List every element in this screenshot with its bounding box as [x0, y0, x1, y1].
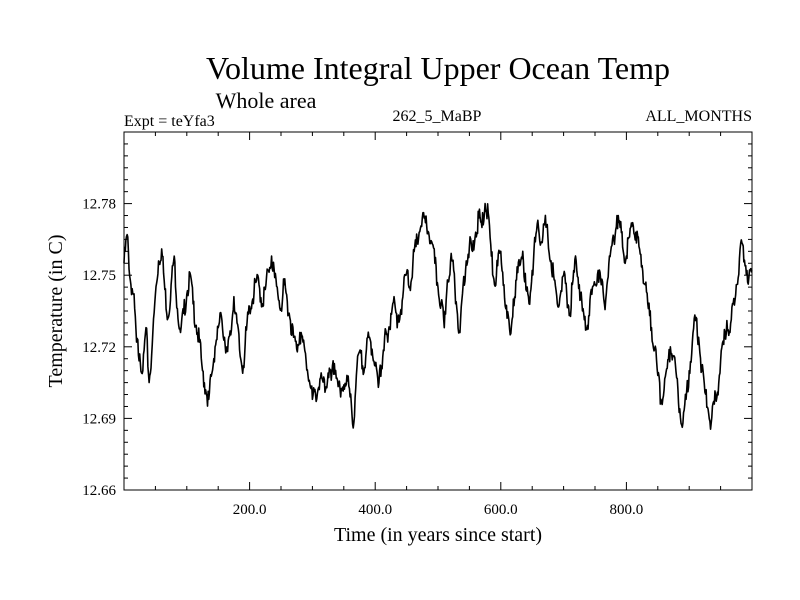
chart-title: Volume Integral Upper Ocean Temp: [206, 50, 670, 86]
plot-frame: [123, 131, 753, 491]
y-tick-label: 12.72: [82, 340, 116, 356]
y-tick-label: 12.69: [82, 411, 116, 427]
x-axis-label: Time (in years since start): [334, 524, 542, 546]
months-label: ALL_MONTHS: [645, 108, 752, 125]
x-tick-label: 400.0: [358, 502, 392, 518]
y-tick-label: 12.78: [82, 197, 116, 213]
y-tick-label: 12.66: [82, 483, 116, 499]
y-axis-label: Temperature (in C): [45, 235, 67, 388]
series-group: [123, 202, 753, 431]
experiment-label: Expt = teYfa3: [124, 113, 215, 130]
y-axis-ticks: 12.66 12.69 12.72 12.75 12.78: [82, 131, 752, 499]
x-axis-ticks: 200.0 400.0 600.0 800.0: [154, 132, 722, 518]
x-tick-label: 800.0: [610, 502, 644, 518]
x-tick-label: 200.0: [233, 502, 267, 518]
series-line: [123, 202, 753, 431]
chart-subtitle: Whole area: [216, 88, 317, 113]
y-tick-label: 12.75: [82, 268, 116, 284]
run-label: 262_5_MaBP: [393, 108, 482, 125]
x-tick-label: 600.0: [484, 502, 518, 518]
